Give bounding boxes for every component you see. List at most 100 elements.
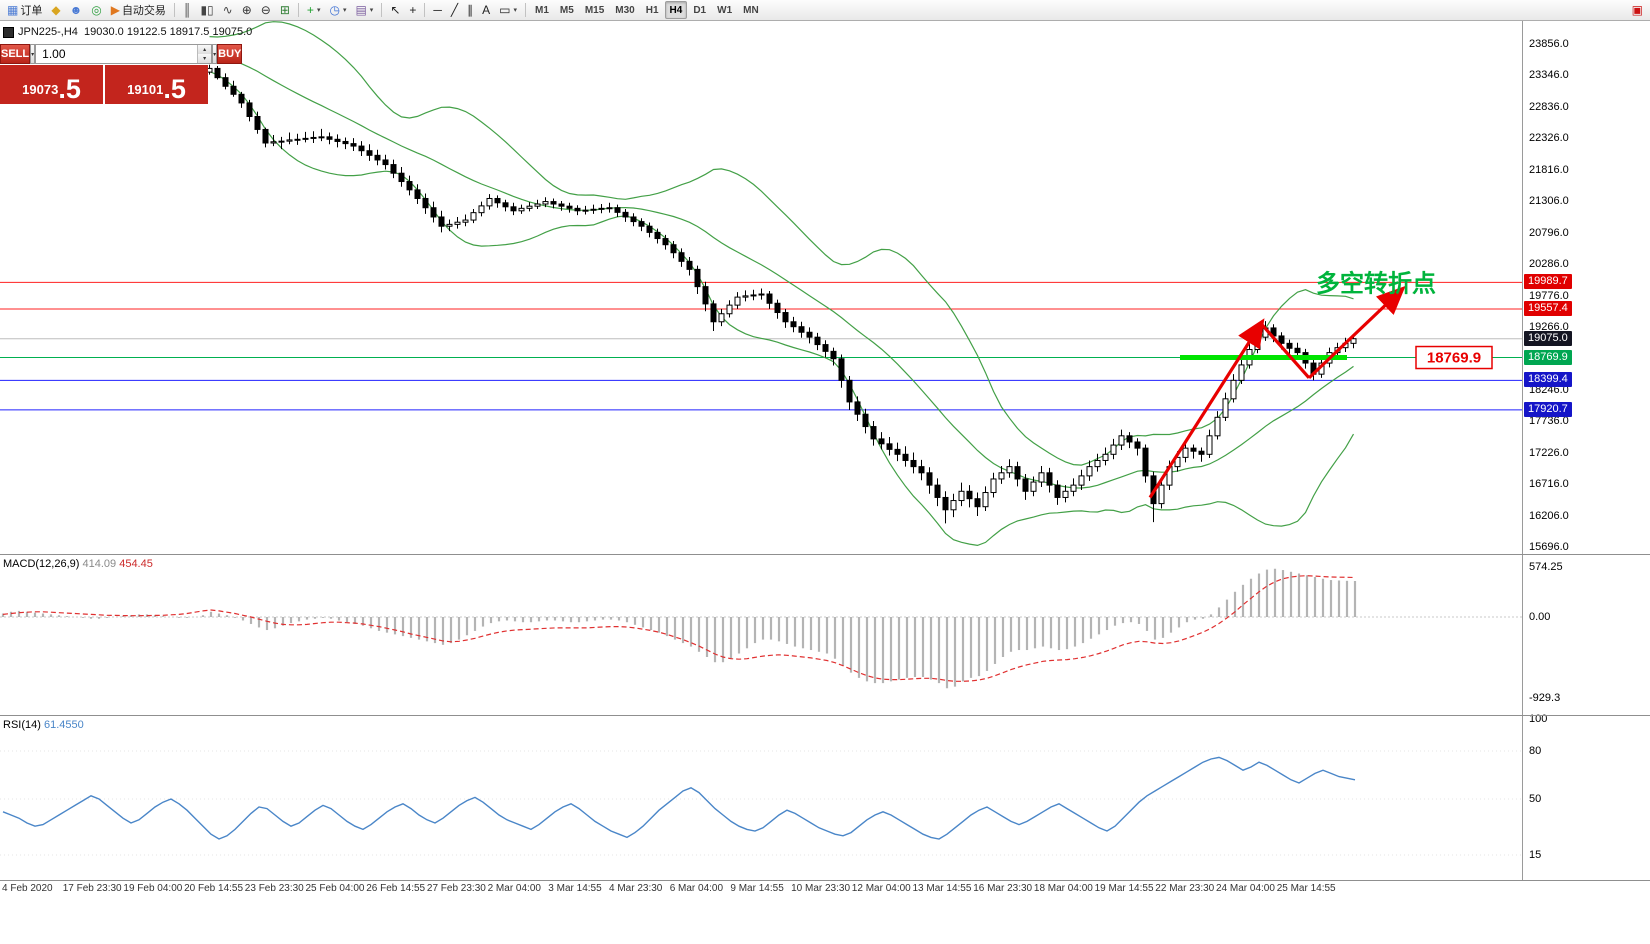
bid-price-tag: 19075.0 xyxy=(1524,330,1572,346)
channel-button[interactable]: ∥ xyxy=(463,1,477,19)
trend-arrow[interactable] xyxy=(1307,285,1406,380)
timeframe-button-h1[interactable]: H1 xyxy=(641,1,664,19)
toolbar-button-label: 自动交易 xyxy=(121,5,166,17)
candle xyxy=(998,466,1005,484)
sell-price-fraction: .5 xyxy=(58,74,81,105)
price-flag-box[interactable] xyxy=(1415,345,1493,370)
rsi-panel-canvas[interactable] xyxy=(0,715,1522,880)
timeframe-button-m15[interactable]: M15 xyxy=(580,1,609,19)
candle xyxy=(806,327,813,344)
price-axis-label: 20286.0 xyxy=(1529,258,1569,271)
support-price-tag: 18399.4 xyxy=(1524,372,1572,388)
timeframe-button-m30[interactable]: M30 xyxy=(610,1,639,19)
timeframe-button-m1[interactable]: M1 xyxy=(530,1,554,19)
candle xyxy=(518,204,525,214)
timeframe-button-d1[interactable]: D1 xyxy=(688,1,711,19)
candle xyxy=(526,202,533,212)
clock-icon: ◷ xyxy=(329,3,340,17)
timeframe-button-w1[interactable]: W1 xyxy=(712,1,737,19)
timeframe-button-m5[interactable]: M5 xyxy=(555,1,579,19)
trend-arrow[interactable] xyxy=(1148,318,1265,499)
price-axis-label: 16716.0 xyxy=(1529,478,1569,491)
panel-separator[interactable] xyxy=(0,554,1650,555)
templates-button[interactable]: ▤ ▾ xyxy=(351,1,377,19)
date-label: 25 Feb 04:00 xyxy=(305,883,365,894)
sell-price-display[interactable]: 19073 .5 xyxy=(0,65,103,104)
date-label: 17 Feb 23:30 xyxy=(62,883,122,894)
rsi-indicator-label: RSI(14) 61.4550 xyxy=(3,719,84,731)
candle xyxy=(926,467,933,494)
shapes-button[interactable]: ▭ ▾ xyxy=(495,1,521,19)
volume-decrease-button[interactable]: ▾ xyxy=(198,54,212,63)
data-window-button[interactable]: ☻ xyxy=(66,1,87,19)
line-chart-button[interactable]: ∿ xyxy=(219,1,237,19)
market-watch-button[interactable]: ◆ xyxy=(47,1,64,19)
candle xyxy=(262,127,269,148)
candle xyxy=(462,214,469,227)
buy-options-dropdown[interactable]: ▾ xyxy=(212,44,218,64)
candle xyxy=(1022,474,1029,500)
horizontal-line-button[interactable]: ─ xyxy=(429,1,446,19)
candle xyxy=(318,128,325,142)
timeframe-button-mn[interactable]: MN xyxy=(738,1,764,19)
metaquotes-button[interactable]: ▣ xyxy=(1628,1,1647,19)
support-price-tag: 18769.9 xyxy=(1524,349,1572,365)
toolbar-separator xyxy=(424,3,426,17)
candle xyxy=(710,300,717,332)
date-label: 19 Feb 04:00 xyxy=(123,883,183,894)
sell-button[interactable]: SELL xyxy=(0,44,31,64)
indicators-button[interactable]: + ▾ xyxy=(303,1,325,19)
channel-icon: ∥ xyxy=(467,3,474,17)
sell-options-dropdown[interactable]: ▾ xyxy=(30,44,36,64)
zoom-in-icon: ⊕ xyxy=(241,3,252,17)
candle xyxy=(366,144,373,161)
macd-name: MACD(12,26,9) xyxy=(3,558,80,570)
trendline-button[interactable]: ╱ xyxy=(447,1,462,19)
buy-button[interactable]: BUY xyxy=(217,44,243,64)
candle xyxy=(1102,447,1109,466)
text-button[interactable]: A xyxy=(478,1,494,19)
candle xyxy=(1230,374,1237,403)
volume-input[interactable] xyxy=(36,45,198,63)
cursor-icon: ↖ xyxy=(390,3,401,17)
timeframe-button-h4[interactable]: H4 xyxy=(664,1,688,19)
trend-arrow[interactable] xyxy=(1259,322,1311,379)
toolbar-separator xyxy=(525,3,527,17)
candle xyxy=(870,421,877,446)
auto-trading-button[interactable]: ▶ 自动交易 xyxy=(107,1,170,19)
price-axis[interactable]: 23856.0 23346.0 22836.0 22326.0 21816.0 21306… xyxy=(1522,20,1650,881)
zoom-out-button[interactable]: ⊖ xyxy=(257,1,275,19)
candle xyxy=(782,308,789,328)
candle xyxy=(438,210,445,233)
date-label: 23 Feb 23:30 xyxy=(244,883,304,894)
candle xyxy=(982,486,989,512)
candle xyxy=(862,408,869,434)
price-axis-label: 19776.0 xyxy=(1529,289,1569,302)
periods-button[interactable]: ◷ ▾ xyxy=(325,1,350,19)
panel-separator[interactable] xyxy=(0,715,1650,716)
date-label: 22 Mar 23:30 xyxy=(1155,883,1215,894)
volume-increase-button[interactable]: ▴ xyxy=(198,45,212,54)
cursor-button[interactable]: ↖ xyxy=(386,1,404,19)
time-axis[interactable]: 4 Feb 2020 17 Feb 23:30 19 Feb 04:00 20 Feb… xyxy=(0,883,1522,899)
candlestick-chart-button[interactable]: ▮▯ xyxy=(196,1,217,19)
new-order-button[interactable]: ▦ 订单 xyxy=(3,1,46,19)
candle xyxy=(1206,429,1213,459)
macd-signal-value: 454.45 xyxy=(119,558,153,570)
candle xyxy=(558,200,565,211)
tile-windows-button[interactable]: ⊞ xyxy=(276,1,294,19)
main-chart-canvas[interactable]: 18769.9 多空转折点 xyxy=(0,20,1522,554)
bar-chart-button[interactable]: ║ xyxy=(179,1,196,19)
chevron-down-icon: ▾ xyxy=(316,7,321,14)
candle xyxy=(342,137,349,150)
zoom-in-button[interactable]: ⊕ xyxy=(238,1,256,19)
macd-panel-canvas[interactable] xyxy=(0,554,1522,715)
candle xyxy=(1182,441,1189,463)
candle xyxy=(694,265,701,295)
macd-axis-label: 574.25 xyxy=(1529,561,1563,574)
buy-price-display[interactable]: 19101 .5 xyxy=(105,65,208,104)
turning-point-annotation[interactable]: 多空转折点 xyxy=(1316,270,1436,298)
auto-trading-icon: ▶ xyxy=(110,3,120,17)
navigator-button[interactable]: ◎ xyxy=(87,1,105,19)
crosshair-button[interactable]: + xyxy=(405,1,420,19)
